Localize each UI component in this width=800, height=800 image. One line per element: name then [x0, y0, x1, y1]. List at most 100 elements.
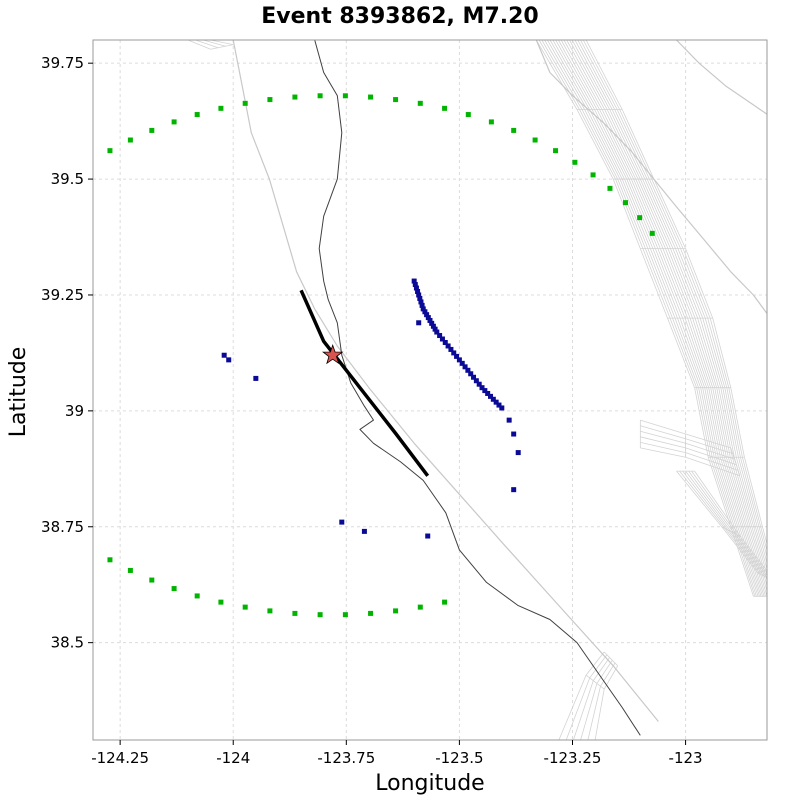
fault-mesh-cross [639, 419, 741, 477]
station-point [221, 352, 227, 358]
station-band-point [437, 333, 443, 339]
station-band-point [442, 339, 448, 345]
site-arc-point [532, 137, 538, 143]
epicenter-star-icon [322, 343, 344, 365]
x-tick-label: -123.5 [435, 749, 483, 767]
station-point [253, 375, 259, 381]
station-band-point [462, 364, 468, 370]
station-band-point [471, 374, 477, 380]
site-arc-point [292, 94, 298, 100]
fault-mesh-top-line [195, 40, 219, 49]
site-arc-point [107, 557, 113, 563]
site-arc-point [149, 577, 155, 583]
site-arc-point [267, 608, 273, 614]
station-band-point [485, 390, 491, 396]
map-layer [93, 40, 767, 740]
coastline [314, 40, 641, 736]
site-arc-point [267, 97, 273, 103]
grid-lines [93, 40, 767, 740]
station-band-point [412, 282, 418, 288]
station-point [515, 450, 521, 456]
station-band-point [468, 371, 474, 377]
site-arc-point [242, 604, 248, 610]
station-band-point [493, 399, 499, 405]
site-arc-point [623, 200, 629, 206]
inland-fault-short-line [676, 40, 767, 115]
fault-mesh-south-rung [721, 526, 741, 537]
station-band-point [424, 312, 430, 318]
x-tick-label: -123.25 [544, 749, 602, 767]
site-arc-point [194, 593, 200, 599]
x-tick-label: -124 [216, 749, 250, 767]
site-arc-point [553, 148, 559, 154]
station-band-point [413, 285, 419, 291]
site-arc-point [171, 119, 177, 125]
site-arc-point [442, 599, 448, 605]
chart-title: Event 8393862, M7.20 [261, 4, 538, 29]
station-point [511, 487, 517, 493]
station-point [425, 533, 431, 539]
station-band-point [476, 381, 482, 387]
station-band-point [490, 396, 496, 402]
rupture-trace [299, 289, 430, 477]
station-point [226, 357, 232, 363]
fault-mesh-bottom [558, 651, 619, 740]
fault-mesh-bottom-rung [585, 674, 605, 690]
x-axis-label: Longitude [375, 771, 484, 796]
station-band-point [432, 326, 438, 332]
station-band-point [459, 360, 465, 366]
y-tick-label: 39.25 [41, 286, 84, 304]
station-point [361, 528, 367, 534]
station-band-point [422, 309, 428, 315]
station-band-point [415, 288, 421, 294]
fault-mesh-top [187, 40, 234, 50]
site-arc-point [442, 105, 448, 111]
fault-mesh-top-line [202, 40, 226, 47]
fault-mesh-cross-rung [730, 447, 741, 476]
station-band-point [496, 402, 502, 408]
site-arc-point [317, 93, 323, 99]
fault-mesh-south [676, 470, 767, 579]
station-point [506, 417, 512, 423]
fault-mesh-top-rung [210, 44, 234, 50]
station-band-point [419, 302, 425, 308]
station-band-point [454, 353, 460, 359]
station-point [511, 431, 517, 437]
x-ticks: -124.25 -124 -123.75 -123.5 -123.25 -123 [91, 740, 703, 767]
fault-trace-line [232, 40, 659, 722]
station-band-point [448, 346, 454, 352]
station-point [339, 519, 345, 525]
y-tick-label: 39 [65, 402, 84, 420]
station-band-point [434, 329, 440, 335]
site-arc-point [171, 586, 177, 592]
site-arc-point [149, 127, 155, 133]
station-band-point [451, 350, 457, 356]
y-tick-label: 38.75 [41, 518, 84, 536]
station-band-point [427, 317, 433, 323]
station-band-point [465, 367, 471, 373]
station-band-point [439, 336, 445, 342]
site-arc-point [393, 97, 399, 103]
site-arc-point [127, 137, 133, 143]
station-band-point [411, 278, 417, 284]
site-arc-point [637, 215, 643, 221]
plot-frame [92, 39, 768, 741]
x-tick-label: -124.25 [91, 749, 149, 767]
station-band-point [430, 323, 436, 329]
site-arc-point [649, 230, 655, 236]
y-tick-label: 39.5 [51, 170, 84, 188]
y-tick-label: 38.5 [51, 634, 84, 652]
site-arc-point [107, 148, 113, 154]
site-arc-point [317, 612, 323, 618]
fault-mesh-south-line [694, 470, 767, 572]
station-band-point [417, 295, 423, 301]
station-band-point [488, 393, 494, 399]
x-tick-label: -123.75 [317, 749, 375, 767]
station-band-point [499, 405, 505, 411]
inland-fault-line [535, 40, 767, 314]
station-band-point [429, 320, 435, 326]
site-arc-point [393, 608, 399, 614]
fault-mesh-cross-line [640, 419, 731, 449]
site-arc-point [607, 185, 613, 191]
y-axis-label: Latitude [6, 347, 31, 438]
